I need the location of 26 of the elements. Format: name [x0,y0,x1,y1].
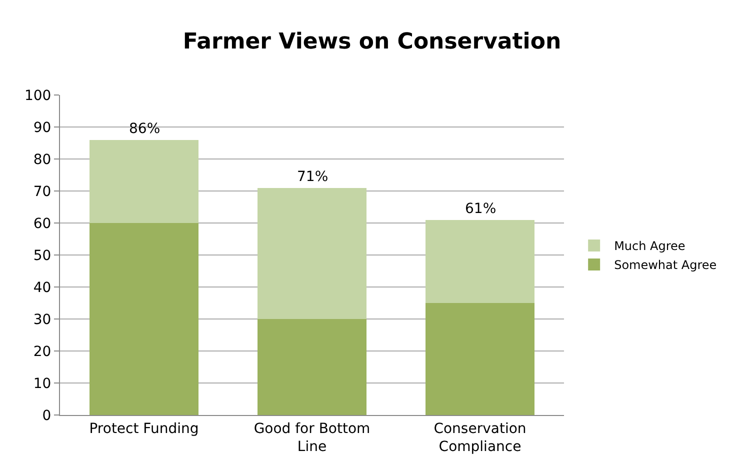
bar [257,188,367,319]
y-tick-label: 40 [33,280,52,296]
bar [89,223,199,415]
y-tick-label: 10 [33,376,52,392]
total-label: 71% [297,169,328,185]
y-tick-label: 80 [33,152,52,168]
bar [89,140,199,223]
y-tick-label: 50 [33,248,52,264]
total-label: 86% [129,121,160,137]
x-tick-label: Conservation Compliance [434,420,526,455]
chart-title: Farmer Views on Conservation [182,29,562,54]
y-tick-label: 70 [33,184,52,200]
y-tick-label: 100 [24,88,52,104]
x-tick-label: Good for Bottom Line [254,420,370,455]
x-tick-label: Protect Funding [89,420,199,437]
bar [425,220,535,303]
legend-label: Much Agree [614,239,686,254]
y-tick-label: 60 [33,216,52,232]
y-tick-label: 30 [33,312,52,328]
y-tick-label: 0 [42,408,52,424]
legend-label: Somewhat Agree [614,258,717,272]
bar [257,319,367,415]
y-tick-label: 90 [33,120,52,136]
bar [425,303,535,415]
y-tick-label: 20 [33,344,52,360]
total-label: 61% [465,201,496,217]
